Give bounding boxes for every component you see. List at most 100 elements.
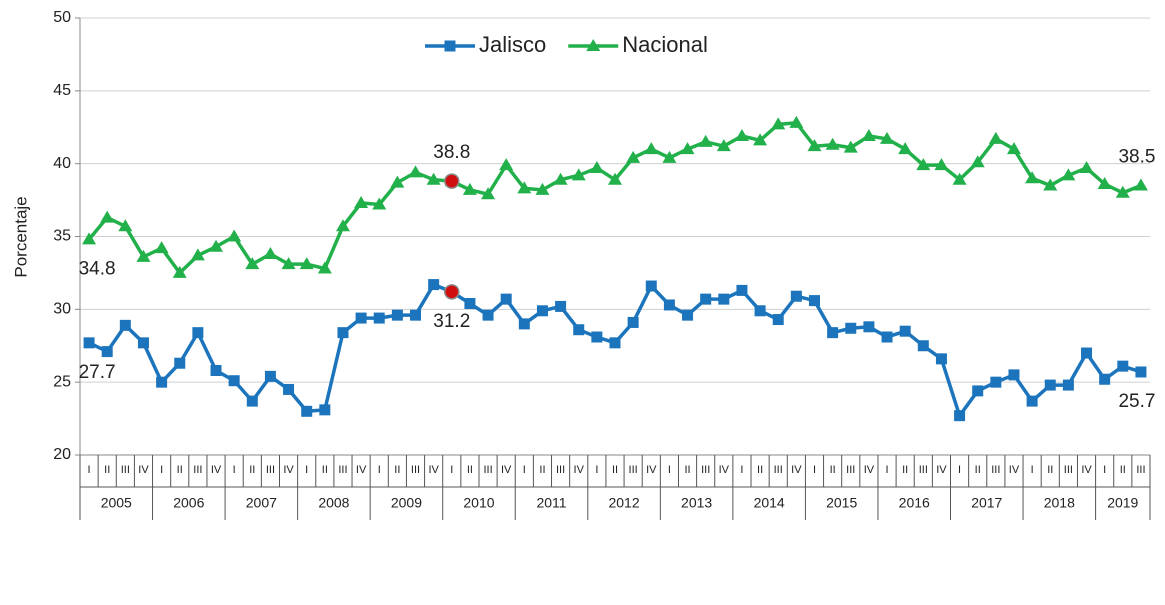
marker <box>718 293 730 305</box>
y-axis-label: Porcentaje <box>11 196 30 277</box>
marker <box>174 357 186 369</box>
x-tick-label: I <box>1031 464 1034 476</box>
marker <box>1025 171 1040 184</box>
x-tick-label: I <box>450 464 453 476</box>
marker <box>716 139 731 152</box>
marker <box>1062 379 1074 391</box>
x-tick-label: IV <box>574 464 585 476</box>
y-tick-label: 25 <box>53 373 71 390</box>
marker <box>444 40 456 52</box>
year-label: 2017 <box>971 495 1002 511</box>
x-tick-label: IV <box>1009 464 1020 476</box>
x-tick-label: II <box>322 464 328 476</box>
marker <box>680 142 695 155</box>
x-tick-label: IV <box>428 464 439 476</box>
marker <box>499 158 514 171</box>
marker <box>136 249 151 262</box>
marker <box>190 248 205 261</box>
marker <box>408 165 423 178</box>
marker <box>283 383 295 395</box>
x-tick-label: III <box>411 464 420 476</box>
year-label: 2008 <box>318 495 349 511</box>
legend-label: Nacional <box>622 32 708 57</box>
marker <box>119 319 131 331</box>
marker <box>827 327 839 339</box>
marker <box>861 128 876 141</box>
marker <box>789 115 804 128</box>
marker <box>83 337 95 349</box>
marker <box>426 172 441 185</box>
x-tick-label: IV <box>1081 464 1092 476</box>
x-tick-label: II <box>394 464 400 476</box>
marker <box>916 158 931 171</box>
data-label: 34.8 <box>79 258 116 279</box>
marker <box>808 295 820 307</box>
data-label: 38.8 <box>433 142 470 163</box>
x-tick-label: III <box>556 464 565 476</box>
x-tick-label: III <box>1136 464 1145 476</box>
marker <box>227 229 242 242</box>
y-tick-label: 20 <box>53 446 71 463</box>
marker <box>753 133 768 146</box>
year-label: 2015 <box>826 495 857 511</box>
x-tick-label: II <box>975 464 981 476</box>
marker <box>682 309 694 321</box>
x-tick-label: II <box>467 464 473 476</box>
marker <box>790 290 802 302</box>
year-label: 2011 <box>536 495 566 511</box>
x-tick-label: I <box>958 464 961 476</box>
year-label: 2019 <box>1107 495 1138 511</box>
marker <box>972 385 984 397</box>
marker <box>535 182 550 195</box>
marker <box>663 299 675 311</box>
marker <box>319 404 331 416</box>
highlight-point <box>444 284 460 300</box>
marker <box>608 172 622 185</box>
marker <box>264 370 276 382</box>
year-label: 2010 <box>463 495 494 511</box>
x-tick-label: II <box>757 464 763 476</box>
marker <box>373 312 385 324</box>
marker <box>335 219 350 232</box>
x-tick-label: IV <box>283 464 294 476</box>
x-tick-label: III <box>701 464 710 476</box>
marker <box>1026 395 1038 407</box>
x-tick-label: III <box>991 464 1000 476</box>
x-tick-label: II <box>539 464 545 476</box>
marker <box>372 197 387 210</box>
legend-label: Jalisco <box>479 32 546 57</box>
x-tick-label: II <box>830 464 836 476</box>
marker <box>573 324 585 336</box>
marker <box>644 142 659 155</box>
marker <box>354 195 369 208</box>
marker <box>210 365 222 377</box>
year-label: 2009 <box>391 495 422 511</box>
marker <box>626 150 641 163</box>
x-tick-label: II <box>1120 464 1126 476</box>
marker <box>518 318 530 330</box>
marker <box>1079 161 1094 174</box>
marker <box>337 327 349 339</box>
marker <box>700 293 712 305</box>
marker <box>1133 178 1148 191</box>
x-tick-label: III <box>193 464 202 476</box>
x-tick-label: III <box>338 464 347 476</box>
x-tick-label: III <box>266 464 275 476</box>
marker <box>192 327 204 339</box>
marker <box>1061 168 1076 181</box>
y-tick-label: 40 <box>53 155 71 172</box>
marker <box>428 279 440 291</box>
marker <box>845 322 857 334</box>
marker <box>863 321 875 333</box>
marker <box>462 182 477 195</box>
marker <box>245 257 260 270</box>
marker <box>952 172 967 185</box>
year-label: 2018 <box>1044 495 1075 511</box>
marker <box>589 161 604 174</box>
y-tick-label: 35 <box>53 228 71 245</box>
marker <box>825 137 840 150</box>
data-label: 25.7 <box>1118 391 1155 412</box>
marker <box>571 168 586 181</box>
marker <box>1099 373 1111 385</box>
